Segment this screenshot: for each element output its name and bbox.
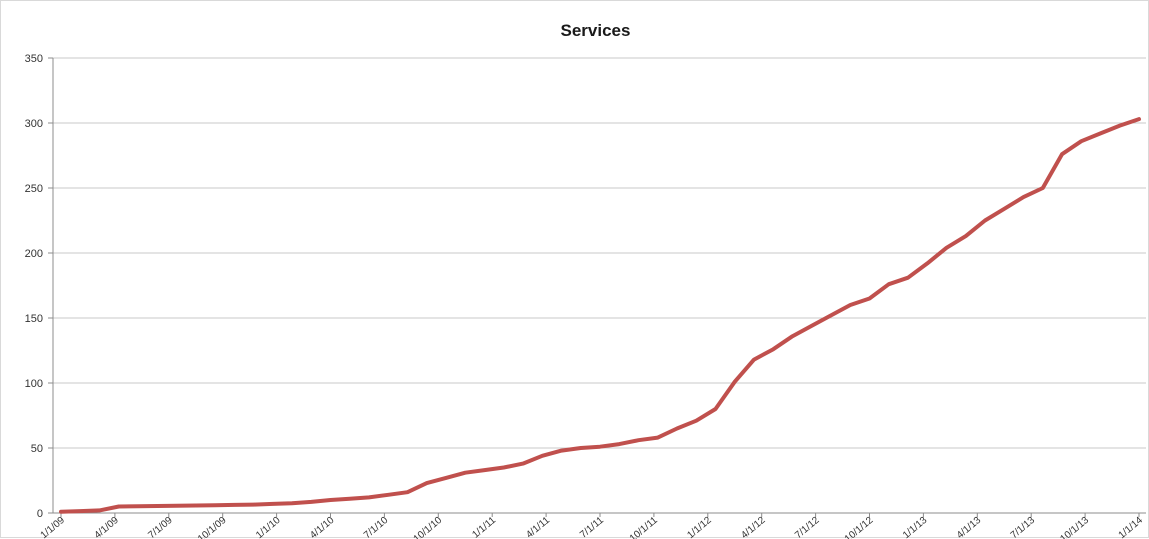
- series-layer: [59, 117, 1141, 514]
- x-tick-label: 7/1/11: [578, 515, 606, 539]
- y-tick-label: 250: [25, 183, 43, 195]
- x-tick-label: 4/1/12: [739, 515, 768, 539]
- x-tick-label: 1/1/10: [254, 515, 283, 539]
- x-tick-label: 4/1/10: [308, 515, 337, 539]
- chart-title: Services: [560, 21, 631, 40]
- x-tick-label: 1/1/13: [901, 515, 930, 539]
- x-tick-label: 1/1/12: [685, 515, 714, 539]
- series-line: [59, 117, 1141, 514]
- x-tick-label: 1/1/11: [470, 515, 498, 539]
- y-tick-label: 300: [25, 118, 43, 130]
- x-tick-label: 1/1/14: [1117, 515, 1146, 539]
- x-tick-label: 10/1/09: [196, 515, 229, 539]
- y-tick-label: 50: [31, 443, 43, 455]
- x-tick-label: 4/1/11: [524, 515, 552, 539]
- x-tick-label: 7/1/12: [793, 515, 822, 539]
- y-tick-label: 150: [25, 313, 43, 325]
- x-tick-label: 7/1/13: [1009, 515, 1038, 539]
- x-tick-label: 4/1/09: [92, 515, 121, 539]
- y-tick-label: 100: [25, 378, 43, 390]
- x-tick-label: 4/1/13: [955, 515, 984, 539]
- x-axis-ticks: 1/1/09 4/1/09 7/1/09 10/1/09 1/1/10 4/1/10 7/1…: [39, 513, 1146, 539]
- x-tick-label: 7/1/10: [362, 515, 391, 539]
- x-tick-label: 10/1/12: [843, 515, 876, 539]
- x-tick-label: 10/1/11: [628, 515, 660, 539]
- y-tick-label: 0: [37, 508, 43, 520]
- x-tick-label: 10/1/13: [1058, 515, 1091, 539]
- x-tick-label: 10/1/10: [412, 515, 445, 539]
- y-tick-label: 350: [25, 53, 43, 65]
- y-tick-label: 200: [25, 248, 43, 260]
- y-axis-ticks: 0 50 100 150 200 250 300 350: [25, 53, 53, 520]
- x-tick-label: 7/1/09: [146, 515, 175, 539]
- gridlines: [53, 57, 1146, 449]
